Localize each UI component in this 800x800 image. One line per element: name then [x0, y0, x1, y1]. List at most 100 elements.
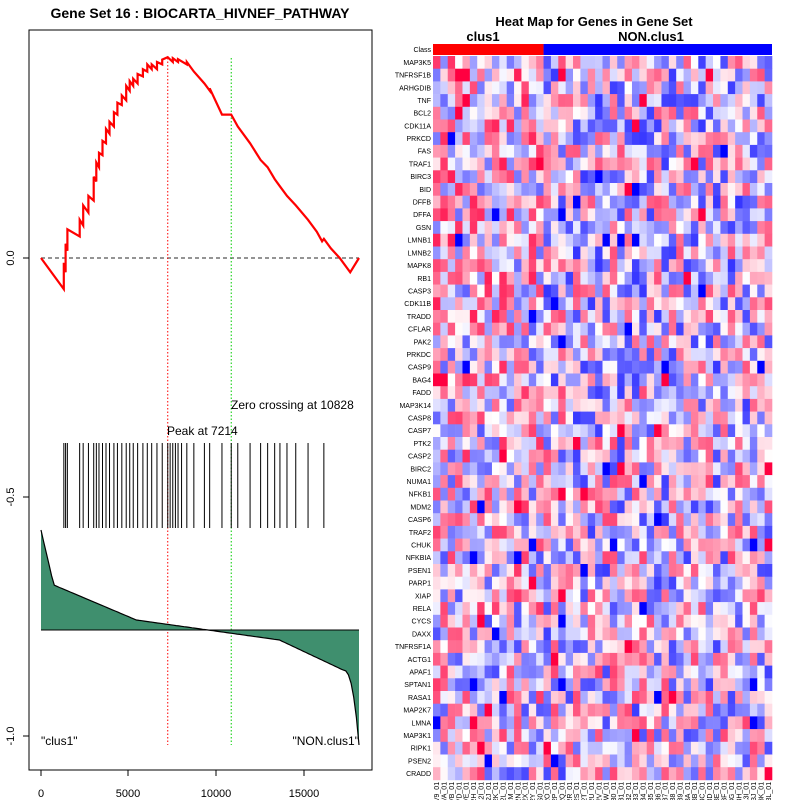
- heatmap-cell: [514, 310, 522, 323]
- heatmap-cell: [668, 449, 677, 463]
- heatmap-cell: [742, 195, 751, 209]
- heatmap-cell: [602, 437, 611, 450]
- heatmap-cell: [595, 221, 603, 235]
- heatmap-cell: [749, 132, 758, 146]
- heatmap-cell: [749, 233, 758, 247]
- heatmap-cell: [757, 678, 765, 692]
- heatmap-cell: [676, 386, 684, 400]
- heatmap-cell: [727, 195, 736, 209]
- heatmap-cell: [521, 513, 530, 527]
- sample-label: AA3K_01: [758, 782, 765, 800]
- heatmap-cell: [521, 297, 530, 311]
- heatmap-cell: [727, 271, 736, 285]
- heatmap-cell: [654, 614, 662, 628]
- heatmap-cell: [720, 132, 729, 146]
- heatmap-cell: [668, 360, 677, 374]
- heatmap-cell: [499, 183, 507, 196]
- heatmap-cell: [447, 589, 456, 603]
- heatmap-cell: [617, 487, 625, 501]
- heatmap-cell: [646, 487, 655, 501]
- heatmap-cell: [757, 81, 765, 95]
- heatmap-cell: [595, 475, 603, 489]
- heatmap-cell: [617, 106, 625, 120]
- heatmap-cell: [727, 386, 736, 400]
- heatmap-cell: [462, 602, 471, 616]
- heatmap-cell: [757, 551, 765, 565]
- heatmap-cell: [720, 157, 729, 171]
- heatmap-cell: [713, 424, 721, 438]
- heatmap-cell: [654, 335, 662, 349]
- heatmap-cell: [573, 475, 581, 489]
- heatmap-cell: [735, 348, 743, 362]
- heatmap-cell: [514, 513, 522, 527]
- heatmap-cell: [749, 652, 758, 666]
- heatmap-cell: [683, 691, 692, 704]
- heatmap-cell: [631, 589, 640, 603]
- heatmap-cell: [624, 767, 633, 781]
- heatmap-cell: [587, 259, 596, 273]
- heatmap-cell: [469, 564, 478, 577]
- heatmap-cell: [447, 678, 456, 692]
- heatmap-cell: [506, 233, 515, 247]
- heatmap-cell: [587, 373, 596, 387]
- heatmap-cell: [602, 716, 611, 730]
- heatmap-cell: [757, 703, 765, 717]
- heatmap-cell: [447, 767, 456, 781]
- heatmap-cell: [705, 233, 714, 247]
- heatmap-cell: [521, 195, 530, 209]
- heatmap-cell: [521, 373, 530, 387]
- heatmap-cell: [720, 665, 729, 679]
- heatmap-cell: [683, 665, 692, 679]
- heatmap-cell: [764, 665, 773, 679]
- heatmap-cell: [727, 449, 736, 463]
- heatmap-cell: [573, 360, 581, 374]
- heatmap-cell: [580, 119, 589, 133]
- heatmap-cell: [455, 259, 463, 273]
- heatmap-cell: [440, 297, 449, 311]
- heatmap-cell: [639, 716, 648, 730]
- heatmap-cell: [720, 68, 729, 82]
- heatmap-cell: [433, 271, 441, 285]
- heatmap-cell: [713, 119, 721, 133]
- heatmap-cell: [565, 741, 574, 755]
- heatmap-cell: [521, 767, 530, 781]
- heatmap-cell: [727, 348, 736, 362]
- heatmap-cell: [676, 284, 684, 298]
- heatmap-cell: [514, 500, 522, 514]
- heatmap-cell: [764, 233, 773, 247]
- heatmap-cell: [543, 475, 552, 489]
- heatmap-cell: [484, 564, 493, 577]
- heatmap-cell: [705, 297, 714, 311]
- heatmap-cell: [440, 81, 449, 95]
- heatmap-cell: [447, 691, 456, 704]
- gene-label: CDK11A: [404, 123, 431, 130]
- heatmap-cell: [521, 398, 530, 412]
- heatmap-cell: [528, 754, 537, 768]
- heatmap-cell: [587, 691, 596, 704]
- heatmap-cell: [727, 170, 736, 184]
- heatmap-cell: [469, 462, 478, 476]
- heatmap-cell: [536, 373, 544, 387]
- heatmap-cell: [705, 716, 714, 730]
- heatmap-cell: [631, 322, 640, 336]
- heatmap-cell: [484, 424, 493, 438]
- heatmap-cell: [742, 157, 751, 171]
- heatmap-cell: [550, 94, 559, 108]
- heatmap-cell: [595, 208, 603, 222]
- heatmap-cell: [698, 513, 706, 527]
- heatmap-cell: [654, 500, 662, 514]
- heatmap-cell: [639, 284, 648, 298]
- heatmap-cell: [595, 132, 603, 146]
- heatmap-cell: [654, 602, 662, 616]
- heatmap-cell: [433, 259, 441, 273]
- heatmap-cell: [720, 271, 729, 285]
- heatmap-cell: [742, 640, 751, 654]
- heatmap-cell: [558, 284, 566, 298]
- heatmap-cell: [617, 741, 625, 755]
- heatmap-cell: [624, 195, 633, 209]
- heatmap-cell: [661, 81, 670, 95]
- heatmap-cell: [676, 56, 684, 69]
- heatmap-cell: [447, 411, 456, 425]
- heatmap-cell: [462, 564, 471, 577]
- heatmap-cell: [646, 348, 655, 362]
